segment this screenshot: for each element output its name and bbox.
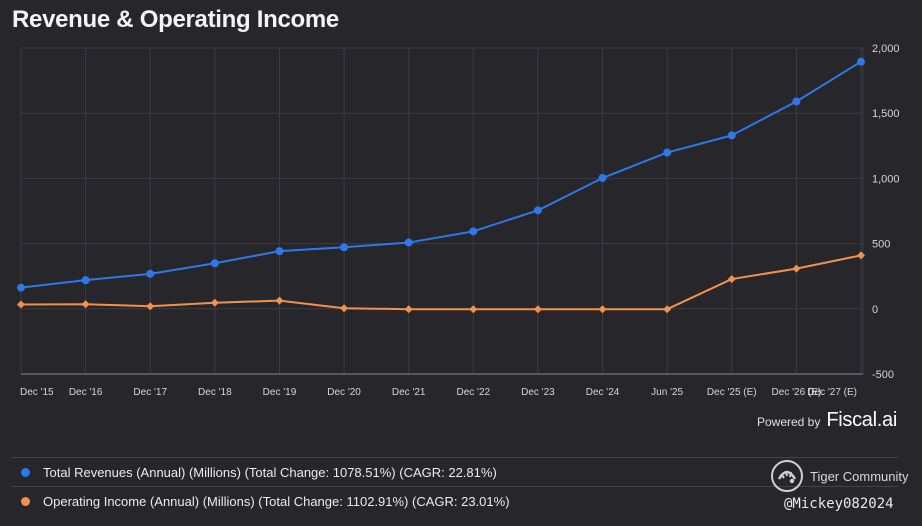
series-line: [20, 254, 862, 311]
data-point: [663, 148, 672, 157]
data-point: [727, 275, 736, 284]
data-point: [146, 302, 155, 311]
powered-by: Powered by Fiscal.ai: [757, 409, 897, 432]
data-point: [598, 174, 607, 183]
data-point: [469, 227, 478, 236]
x-tick-label: Jun '25: [651, 387, 683, 398]
data-point: [792, 264, 801, 273]
data-point: [17, 283, 25, 292]
data-point: [469, 305, 478, 314]
chart-title: Revenue & Operating Income: [12, 6, 339, 33]
watermark-handle: @Mickey082024: [784, 496, 894, 512]
axes: -500 0 500 1,000 1,500 2,000 Dec '15 Dec '16 Dec…: [20, 43, 900, 398]
data-point: [857, 251, 865, 260]
data-point: [533, 305, 542, 314]
legend-marker-operating-income: [21, 496, 30, 506]
data-point: [210, 259, 219, 268]
x-tick-label: Dec '16: [69, 387, 103, 398]
legend-item-revenue[interactable]: Total Revenues (Annual) (Millions) (Tota…: [12, 457, 898, 486]
x-tick-label: Dec '17: [133, 387, 167, 398]
data-point: [792, 97, 801, 106]
legend-label-revenue: Total Revenues (Annual) (Millions) (Tota…: [43, 464, 497, 480]
data-point: [340, 243, 349, 252]
data-point: [598, 305, 607, 314]
y-tick-label: 1,000: [872, 173, 900, 185]
data-point: [17, 300, 25, 309]
series-1: [17, 251, 865, 314]
x-tick-label: Dec '27 (E): [807, 387, 857, 398]
x-tick-label: Dec '15: [20, 387, 54, 398]
data-point: [275, 296, 284, 305]
series-line: [20, 60, 862, 289]
y-tick-label: 0: [872, 304, 878, 316]
x-tick-label: Dec '19: [263, 387, 297, 398]
x-tick-label: Dec '18: [198, 387, 232, 398]
watermark: Tiger Community: [770, 458, 910, 494]
data-point: [81, 276, 90, 285]
data-point: [533, 206, 542, 215]
tiger-logo-icon: [771, 460, 803, 492]
brand-logo[interactable]: Fiscal.ai: [826, 409, 897, 431]
chart-area: -500 0 500 1,000 1,500 2,000 Dec '15 Dec '16 Dec…: [17, 43, 900, 398]
gridlines: [20, 47, 864, 374]
x-tick-label: Dec '20: [327, 387, 361, 398]
data-point: [210, 298, 219, 307]
data-point: [404, 305, 413, 314]
data-point: [81, 300, 90, 309]
powered-by-label: Powered by: [756, 415, 821, 429]
x-tick-label: Dec '23: [521, 387, 555, 398]
legend-marker-revenue: [21, 467, 30, 477]
data-point: [727, 131, 736, 140]
legend-item-operating-income[interactable]: Operating Income (Annual) (Millions) (To…: [12, 486, 898, 515]
data-point: [857, 57, 865, 66]
y-tick-label: -500: [872, 369, 894, 381]
series-0: [17, 57, 865, 292]
data-point: [404, 238, 413, 247]
x-tick-label: Dec '25 (E): [707, 387, 757, 398]
data-point: [663, 305, 672, 314]
x-tick-label: Dec '26 (E): [772, 387, 822, 398]
legend-label-operating-income: Operating Income (Annual) (Millions) (To…: [43, 493, 510, 509]
y-tick-label: 1,500: [872, 108, 900, 120]
x-tick-label: Dec '24: [586, 387, 620, 398]
series: [17, 57, 865, 314]
y-tick-label: 2,000: [872, 43, 900, 55]
data-point: [275, 247, 284, 256]
y-tick-label: 500: [872, 239, 890, 251]
x-tick-label: Dec '21: [392, 387, 426, 398]
x-tick-label: Dec '22: [457, 387, 491, 398]
watermark-brand: Tiger Community: [810, 468, 909, 484]
data-point: [340, 304, 349, 313]
data-point: [146, 269, 155, 278]
